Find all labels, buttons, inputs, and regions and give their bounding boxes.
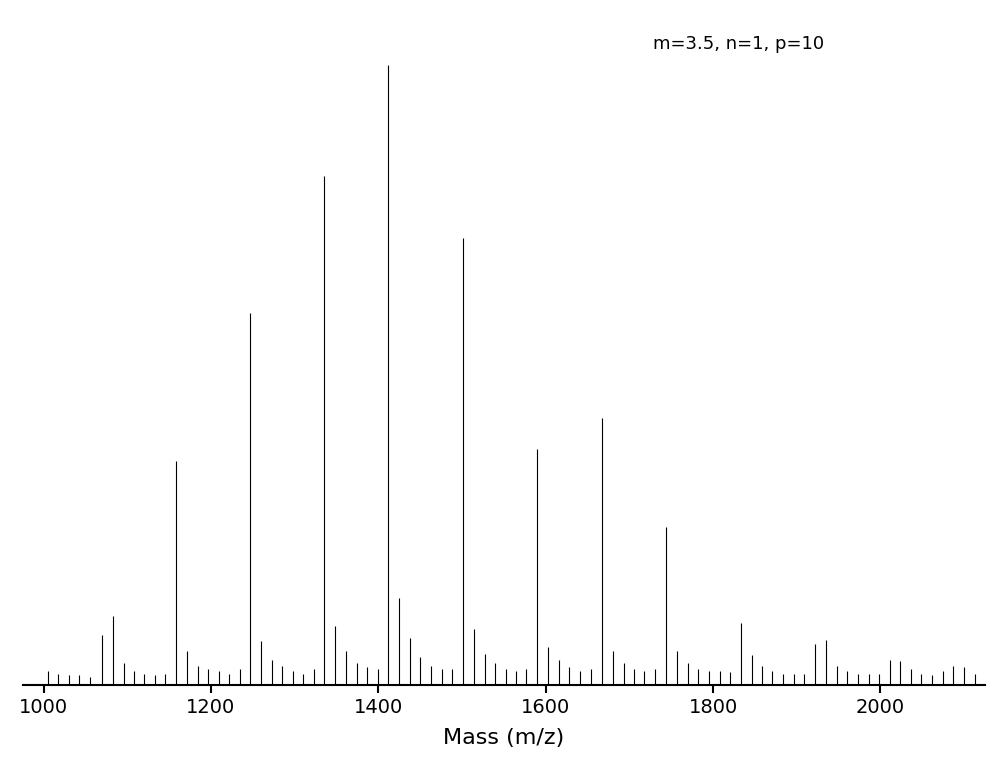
X-axis label: Mass (m/z): Mass (m/z) [443,728,564,748]
Text: m=3.5, n=1, p=10: m=3.5, n=1, p=10 [653,35,824,53]
